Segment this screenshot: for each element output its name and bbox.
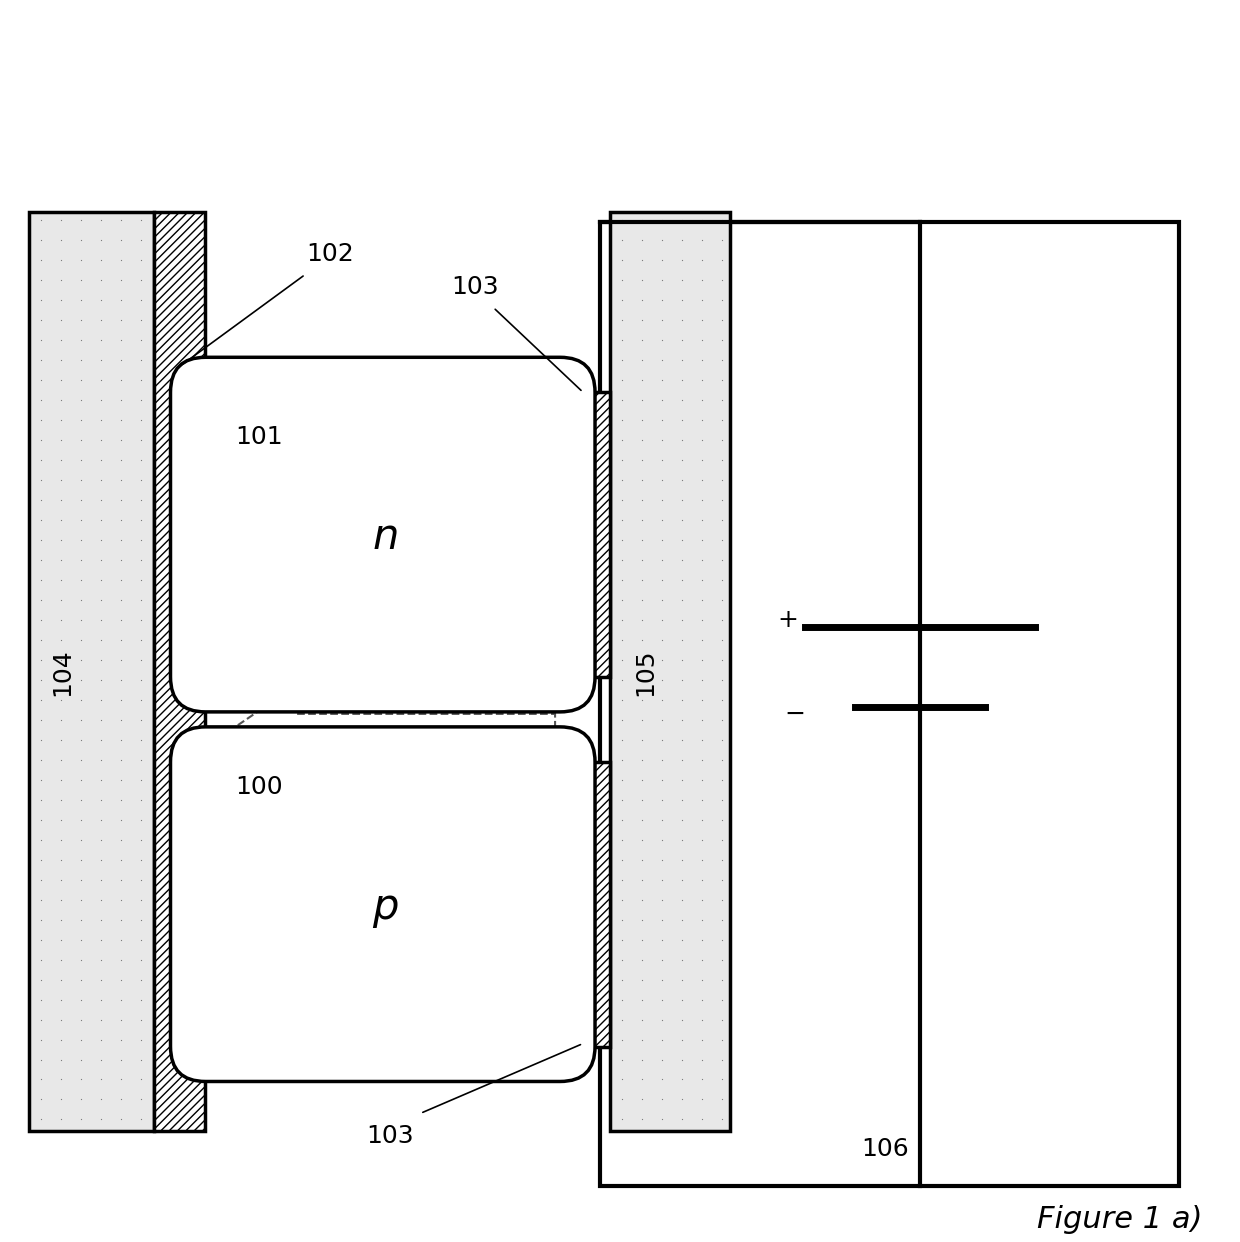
FancyBboxPatch shape	[171, 358, 595, 712]
Text: 103: 103	[451, 276, 498, 299]
Bar	[560, 392, 610, 677]
Text: n: n	[372, 517, 398, 558]
Text: −: −	[785, 702, 805, 725]
Text: +: +	[777, 609, 799, 632]
Text: Figure 1 a): Figure 1 a)	[1037, 1205, 1203, 1233]
Text: p: p	[372, 886, 398, 928]
Text: 102: 102	[306, 242, 355, 267]
Polygon shape	[211, 686, 556, 802]
Text: 100: 100	[236, 775, 283, 799]
Bar	[560, 761, 610, 1047]
Text: 106: 106	[861, 1138, 909, 1161]
Text: 101: 101	[236, 425, 283, 450]
Bar	[600, 222, 1179, 1186]
Text: 105: 105	[632, 648, 657, 696]
Bar	[154, 212, 206, 1131]
Text: 104: 104	[51, 648, 74, 696]
Text: 103: 103	[367, 1124, 414, 1149]
Bar	[610, 212, 730, 1131]
FancyBboxPatch shape	[171, 727, 595, 1082]
Bar	[29, 212, 154, 1131]
